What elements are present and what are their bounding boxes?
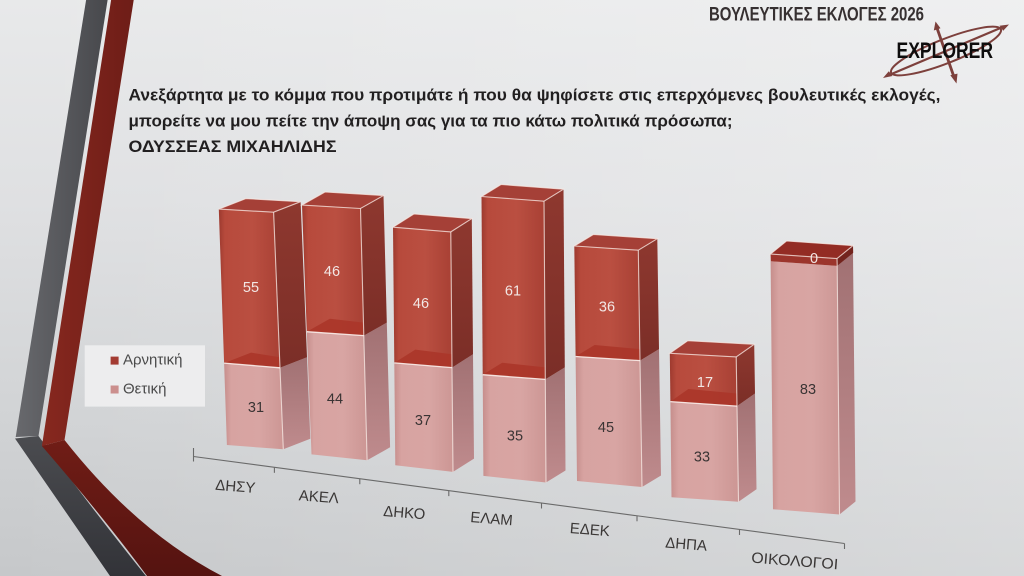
svg-text:μπορείτε να μου πείτε την άποψ: μπορείτε να μου πείτε την άποψη σας για …	[129, 111, 733, 130]
svg-text:33: 33	[694, 450, 710, 466]
svg-text:Ανεξάρτητα με το κόμμα που προ: Ανεξάρτητα με το κόμμα που προτιμάτε ή π…	[129, 86, 941, 105]
svg-text:ΔΗΚΟ: ΔΗΚΟ	[383, 503, 426, 523]
svg-text:EXPLORER: EXPLORER	[897, 38, 994, 63]
svg-text:61: 61	[505, 284, 521, 300]
svg-text:Θετική: Θετική	[123, 381, 166, 398]
svg-text:17: 17	[697, 375, 713, 391]
svg-text:ΟΙΚΟΛΟΓΟΙ: ΟΙΚΟΛΟΓΟΙ	[751, 550, 839, 574]
svg-text:ΕΛΑΜ: ΕΛΑΜ	[470, 509, 514, 529]
svg-text:35: 35	[507, 429, 523, 445]
svg-text:46: 46	[324, 264, 340, 280]
svg-text:31: 31	[248, 400, 264, 416]
svg-text:46: 46	[413, 296, 429, 312]
svg-text:ΔΗΣΥ: ΔΗΣΥ	[215, 477, 256, 497]
svg-text:45: 45	[598, 420, 614, 436]
svg-text:ΔΗΠΑ: ΔΗΠΑ	[665, 535, 708, 555]
svg-text:Αρνητική: Αρνητική	[123, 352, 182, 369]
svg-text:37: 37	[415, 413, 431, 429]
svg-text:ΕΔΕΚ: ΕΔΕΚ	[569, 520, 610, 540]
svg-text:0: 0	[810, 251, 818, 267]
svg-text:36: 36	[599, 300, 615, 316]
svg-text:ΑΚΕΛ: ΑΚΕΛ	[298, 487, 339, 507]
svg-text:55: 55	[243, 280, 259, 296]
svg-text:83: 83	[800, 382, 816, 398]
svg-text:ΟΔΥΣΣΕΑΣ ΜΙΧΑΗΛΙΔΗΣ: ΟΔΥΣΣΕΑΣ ΜΙΧΑΗΛΙΔΗΣ	[129, 137, 337, 156]
svg-text:ΒΟΥΛΕΥΤΙΚΕΣ ΕΚΛΟΓΕΣ 2026: ΒΟΥΛΕΥΤΙΚΕΣ ΕΚΛΟΓΕΣ 2026	[709, 4, 924, 25]
svg-text:44: 44	[327, 392, 343, 408]
